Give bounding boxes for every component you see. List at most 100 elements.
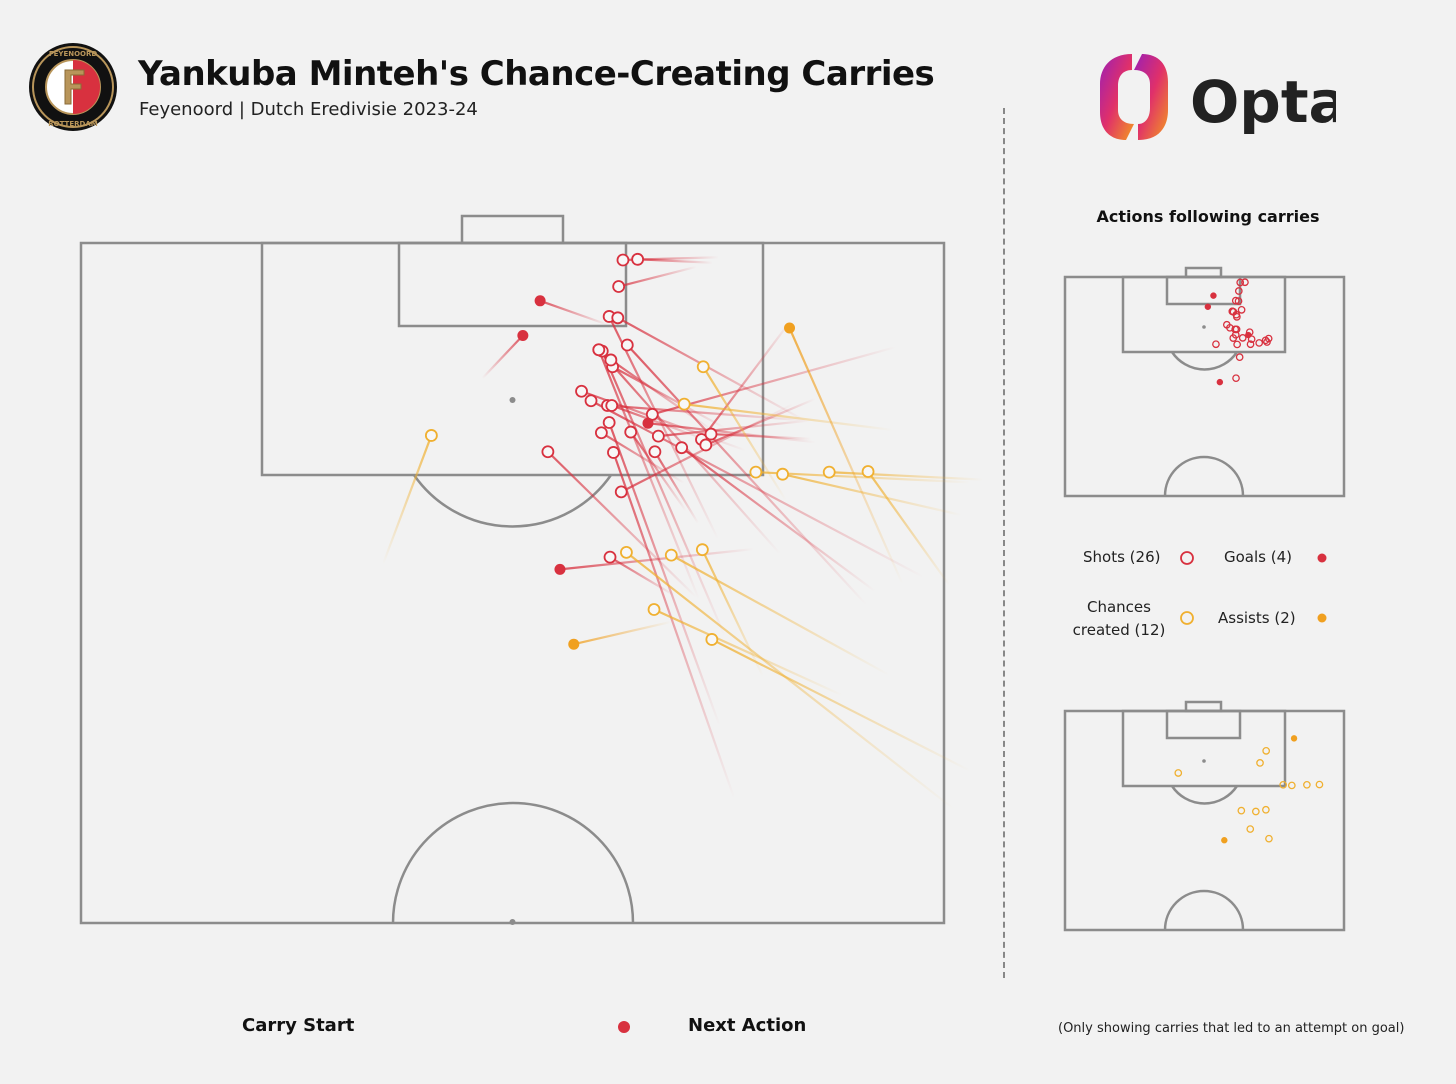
carry-line-shot [590,399,924,578]
mini-dot-shot [1233,340,1241,349]
carry-line-shot [612,452,736,799]
next-action-dot-shot [620,338,634,352]
carry-line-chance [684,403,894,432]
mini-dot-goal [1216,378,1224,386]
carry-line-shot [700,320,792,441]
next-action-dot-shot [651,429,665,443]
key-carry-start-label: Carry Start [242,1015,355,1036]
svg-text:ROTTERDAM: ROTTERDAM [48,120,97,128]
mini-dot-shot [1234,297,1243,305]
key-carry-line [404,1021,630,1033]
pitch-markings [79,214,946,925]
mini-dot-shot [1246,340,1255,349]
mini-dot-chance [1315,780,1324,789]
carry-line-goal [539,299,608,326]
mini-dot-shot [1237,305,1246,314]
next-action-dot-goal [534,295,546,307]
mini-dot-chance [1262,747,1271,755]
carry-line-shot [680,446,876,593]
next-action-dot-chance [822,465,836,479]
carry-line-shot [607,404,807,422]
next-action-dot-chance [620,546,633,559]
next-action-dot-shot [603,550,617,564]
next-action-dot-shot [541,445,555,459]
mini-dot-goal [1210,292,1217,299]
carry-line-shot [626,344,868,606]
mini-dot-chance [1174,769,1183,777]
carry-line-chance [782,473,962,517]
carry-line-goal [481,334,524,380]
next-action-dot-chance [861,465,875,478]
centre-circle [391,801,635,924]
carry-line-chance [701,549,764,677]
next-action-dot-goal [517,329,529,341]
mini-dot-assist [1290,735,1298,742]
next-action-dot-shot [584,394,598,408]
carry-line-chance [625,551,956,811]
mini-dot-chance [1256,759,1264,767]
next-action-dot-chance [696,360,710,374]
next-action-dot-chance [664,548,678,562]
legend-assist-marker [1317,613,1327,623]
carry-line-assist [788,327,904,585]
mini-dot-shot [1232,325,1241,334]
mini-dot-shot [1241,278,1249,287]
carry-line-shot [637,258,713,264]
main-pitch-chart [79,214,983,925]
next-action-dot-shot [607,446,620,459]
next-action-dot-shot [624,425,638,439]
carry-line-goal [647,422,816,444]
next-action-dot-goal [642,417,654,429]
next-action-dot-shot [594,426,608,440]
mini-dot-goal [1204,303,1212,310]
chances-mini-pitch [1063,700,1346,932]
next-action-dot-assist [568,638,580,650]
next-action-dot-chance [776,467,790,481]
key-end-dot [618,1021,630,1033]
next-action-dot-chance [749,465,763,479]
mini-dot-chance [1265,834,1273,843]
next-action-dot-shot [575,384,588,398]
carry-line-shot [608,422,721,727]
mini-dot-shot [1232,374,1240,383]
carry-line-shot [597,349,700,600]
next-action-dot-goal [554,563,566,575]
carry-line-shot [629,431,687,512]
carry-line-shot [601,350,726,637]
mini-dot-shot [1263,338,1271,346]
next-action-dot-chance [424,429,438,442]
legend-goals-label: Goals (4) [1224,548,1292,566]
mini-dot-shot [1238,334,1247,342]
carry-line-shot [658,419,811,438]
penalty-spot [509,397,516,403]
carry-line-shot [610,359,714,432]
mini-dot-chance [1303,780,1311,789]
carry-line-shot [611,404,710,442]
next-action-dot-shot [704,427,718,441]
mini-dot-shot [1235,353,1244,362]
mini-dot-shot [1231,330,1240,339]
carry-line-shot [653,451,699,524]
next-action-dot-assist [784,322,796,334]
legend-assists-label: Assists (2) [1218,609,1296,627]
next-action-dot-shot [699,438,713,452]
legend-shots-label: Shots (26) [1083,548,1161,566]
next-action-dot-shot [605,399,619,412]
goal [460,214,565,245]
carry-line-assist [573,620,672,646]
carry-line-shot [617,316,807,423]
mini-dot-shot [1234,287,1243,295]
footnote: (Only showing carries that led to an att… [1058,1021,1405,1036]
chart-title: Yankuba Minteh's Chance-Creating Carries [138,54,935,94]
next-action-dot-chance [677,397,691,411]
next-action-dot-shot [631,252,645,266]
carry-line-shot [618,265,697,288]
legend-chances-line2: created (12) [1072,621,1166,639]
carry-line-shot [612,365,726,429]
carry-line-shot [608,315,719,540]
centre-spot [509,919,516,925]
mini-dot-shot [1232,310,1241,319]
next-action-dot-chance [695,543,709,557]
carry-line-chance [653,608,843,697]
legend-chance-marker [1180,611,1194,625]
